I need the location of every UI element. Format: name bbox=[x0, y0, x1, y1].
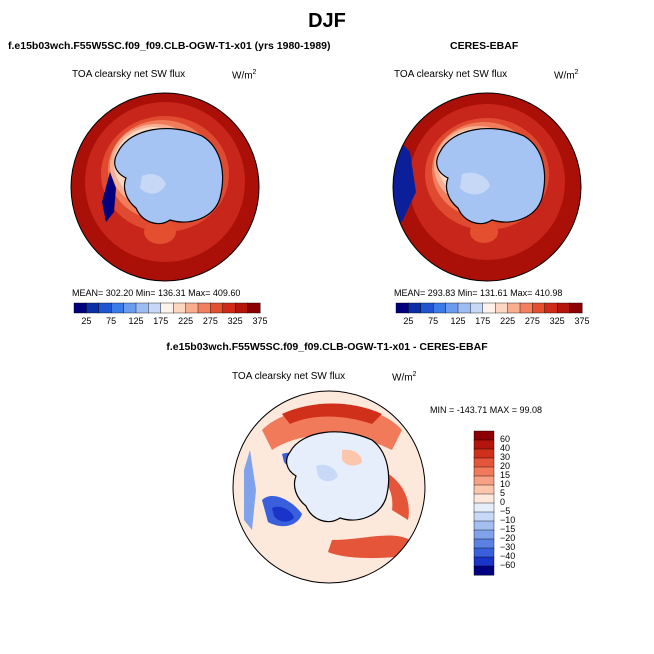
panel-2-units: W/m2 bbox=[554, 69, 579, 82]
diff-colorbar-labels: 60 40 30 20 15 10 5 0 −5 −10 −15 −20 −30 −40 −60 bbox=[500, 430, 540, 580]
diff-colorbar-label: −10 bbox=[500, 515, 516, 525]
diff-colorbar-label: −60 bbox=[500, 560, 516, 570]
colorbar-1-segment bbox=[197, 302, 211, 314]
diff-colorbar-label: −30 bbox=[500, 542, 516, 552]
colorbar-2-tick-label: 325 bbox=[549, 316, 565, 326]
panel-1-header: f.e15b03wch.F55W5SC.f09_f09.CLB-OGW-T1-x… bbox=[8, 40, 331, 52]
colorbar-2-tick-label: 375 bbox=[574, 316, 590, 326]
colorbar-2-segment bbox=[569, 302, 583, 314]
diff-colorbar-segment bbox=[473, 457, 495, 468]
colorbar-1-segment bbox=[185, 302, 199, 314]
diff-colorbar-segment bbox=[473, 520, 495, 531]
colorbar-1-tick-label: 275 bbox=[202, 316, 218, 326]
colorbar-2-segment bbox=[482, 302, 496, 314]
diff-colorbar-label: −20 bbox=[500, 533, 516, 543]
diff-colorbar-segment bbox=[473, 430, 495, 441]
colorbar-1-segment bbox=[73, 302, 87, 314]
colorbar-1-segment bbox=[172, 302, 187, 314]
diff-colorbar-segment bbox=[473, 502, 495, 513]
diff-colorbar-segment bbox=[473, 556, 495, 567]
panel-2-colorbar-ticks: 25 75 125 175 225 275 325 375 bbox=[394, 316, 589, 328]
diff-colorbar bbox=[473, 430, 495, 576]
diff-variable: TOA clearsky net SW flux bbox=[232, 371, 346, 382]
diff-colorbar-segment bbox=[473, 565, 495, 576]
colorbar-2-segment bbox=[519, 302, 533, 314]
diff-colorbar-label: 60 bbox=[500, 434, 511, 444]
colorbar-1-tick-label: 175 bbox=[153, 316, 169, 326]
diff-colorbar-segment bbox=[473, 493, 495, 504]
colorbar-1-segment bbox=[111, 302, 125, 314]
panel-2-variable: TOA clearsky net SW flux bbox=[394, 69, 508, 80]
colorbar-1-segment bbox=[148, 302, 162, 314]
colorbar-2-segment bbox=[556, 302, 571, 314]
panel-1-map bbox=[70, 92, 260, 282]
diff-units: W/m2 bbox=[392, 371, 417, 384]
colorbar-1-segment bbox=[210, 302, 224, 314]
figure-title: DJF bbox=[308, 10, 346, 32]
colorbar-2-tick-label: 175 bbox=[475, 316, 491, 326]
colorbar-1-tick-label: 25 bbox=[81, 316, 92, 326]
panel-1-colorbar-ticks: 25 75 125 175 225 275 325 375 bbox=[72, 316, 267, 328]
diff-colorbar-segment bbox=[473, 475, 495, 486]
colorbar-2-tick-label: 225 bbox=[500, 316, 516, 326]
diff-colorbar-segment bbox=[473, 466, 495, 477]
diff-stats: MIN = -143.71 MAX = 99.08 bbox=[430, 405, 543, 415]
colorbar-1-tick-label: 125 bbox=[128, 316, 144, 326]
diff-colorbar-label: 40 bbox=[500, 443, 511, 453]
colorbar-2-segment bbox=[494, 302, 509, 314]
panel-1-stats: MEAN= 302.20 Min= 136.31 Max= 409.60 bbox=[72, 288, 241, 298]
diff-colorbar-label: −40 bbox=[500, 551, 516, 561]
colorbar-1-tick-label: 375 bbox=[252, 316, 268, 326]
colorbar-1-segment bbox=[160, 302, 174, 314]
diff-colorbar-label: −15 bbox=[500, 524, 516, 534]
colorbar-1-segment bbox=[234, 302, 249, 314]
diff-colorbar-label: 5 bbox=[500, 488, 506, 498]
diff-colorbar-segment bbox=[473, 511, 495, 522]
colorbar-2-segment bbox=[408, 302, 422, 314]
diff-colorbar-label: 15 bbox=[500, 470, 511, 480]
diff-colorbar-label: 10 bbox=[500, 479, 511, 489]
diff-colorbar-label: 20 bbox=[500, 461, 511, 471]
diff-colorbar-segment bbox=[473, 538, 495, 549]
colorbar-2-tick-label: 75 bbox=[428, 316, 439, 326]
panel-1-colorbar bbox=[73, 302, 261, 314]
colorbar-2-segment bbox=[544, 302, 558, 314]
colorbar-2-segment bbox=[532, 302, 546, 314]
panel-1-units: W/m2 bbox=[232, 69, 257, 82]
colorbar-2-tick-label: 25 bbox=[403, 316, 414, 326]
colorbar-1-segment bbox=[86, 302, 100, 314]
diff-colorbar-segment bbox=[473, 547, 495, 558]
colorbar-1-segment bbox=[135, 302, 149, 314]
colorbar-2-tick-label: 275 bbox=[524, 316, 540, 326]
panel-2-header: CERES-EBAF bbox=[450, 40, 519, 52]
panel-2-map bbox=[392, 92, 582, 282]
diff-colorbar-segment bbox=[473, 529, 495, 540]
diff-map bbox=[232, 390, 426, 584]
colorbar-2-segment bbox=[507, 302, 521, 314]
diff-colorbar-segment bbox=[473, 448, 495, 459]
diff-title: f.e15b03wch.F55W5SC.f09_f09.CLB-OGW-T1-x… bbox=[166, 341, 488, 353]
panel-2-stats: MEAN= 293.83 Min= 131.61 Max= 410.98 bbox=[394, 288, 563, 298]
colorbar-2-segment bbox=[470, 302, 484, 314]
colorbar-2-segment bbox=[420, 302, 434, 314]
colorbar-1-segment bbox=[222, 302, 236, 314]
diff-colorbar-label: 30 bbox=[500, 452, 511, 462]
colorbar-1-tick-label: 75 bbox=[106, 316, 117, 326]
colorbar-2-segment bbox=[395, 302, 409, 314]
diff-colorbar-segment bbox=[473, 439, 495, 450]
colorbar-2-segment bbox=[457, 302, 471, 314]
colorbar-2-tick-label: 125 bbox=[450, 316, 466, 326]
diff-colorbar-label: −5 bbox=[500, 506, 511, 516]
colorbar-2-segment bbox=[445, 302, 459, 314]
diff-colorbar-segment bbox=[473, 484, 495, 495]
colorbar-2-segment bbox=[433, 302, 447, 314]
panel-1-variable: TOA clearsky net SW flux bbox=[72, 69, 186, 80]
colorbar-1-tick-label: 225 bbox=[178, 316, 194, 326]
colorbar-1-segment bbox=[247, 302, 261, 314]
diff-colorbar-label: 0 bbox=[500, 497, 506, 507]
colorbar-1-tick-label: 325 bbox=[227, 316, 243, 326]
panel-2-colorbar bbox=[395, 302, 583, 314]
colorbar-1-segment bbox=[123, 302, 137, 314]
colorbar-1-segment bbox=[98, 302, 112, 314]
